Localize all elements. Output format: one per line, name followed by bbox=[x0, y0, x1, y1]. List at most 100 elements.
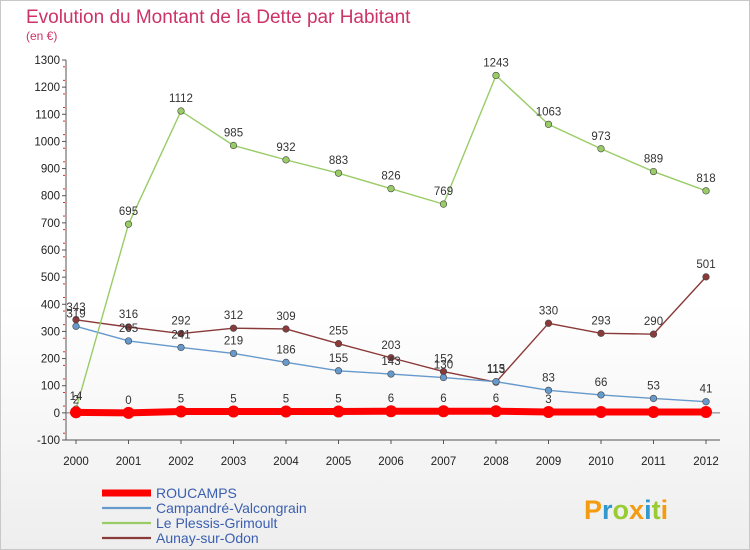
x-tick-label: 2009 bbox=[536, 456, 562, 468]
data-label: 115 bbox=[487, 364, 505, 376]
legend-entry: ROUCAMPS bbox=[156, 485, 237, 501]
x-tick-label: 2011 bbox=[641, 456, 666, 468]
data-point bbox=[702, 398, 710, 406]
y-tick-label: 100 bbox=[41, 381, 60, 393]
data-label: 14 bbox=[70, 391, 83, 403]
y-tick-label: 400 bbox=[41, 299, 60, 311]
data-point bbox=[544, 319, 553, 327]
y-tick-label: 700 bbox=[41, 218, 60, 230]
chart-title: Evolution du Montant de la Dette par Hab… bbox=[26, 7, 411, 28]
data-point bbox=[334, 169, 343, 177]
data-label: 5 bbox=[335, 394, 341, 406]
data-label: 186 bbox=[276, 344, 295, 356]
brand-letter: o bbox=[613, 495, 630, 525]
data-label: 219 bbox=[224, 335, 243, 347]
data-point bbox=[544, 120, 553, 128]
data-point bbox=[597, 145, 605, 153]
axes: -100 0 100 200 300 400 500 600 700 800 900 1000 1100… bbox=[34, 55, 720, 468]
y-tick-label: 600 bbox=[41, 245, 60, 257]
data-point bbox=[282, 358, 290, 366]
x-tick-label: 2004 bbox=[273, 456, 299, 468]
data-point bbox=[437, 405, 450, 418]
data-point bbox=[175, 405, 187, 418]
data-label: 155 bbox=[329, 353, 348, 365]
data-point bbox=[649, 330, 658, 338]
data-point bbox=[177, 330, 185, 338]
data-point bbox=[332, 405, 345, 418]
data-point bbox=[334, 340, 343, 348]
y-tick-label: -100 bbox=[37, 435, 60, 447]
data-label: 41 bbox=[700, 384, 713, 396]
data-label: 0 bbox=[125, 395, 131, 407]
data-point bbox=[124, 323, 133, 331]
data-label: 6 bbox=[440, 393, 446, 405]
data-label: 501 bbox=[696, 259, 715, 271]
data-label: 2 bbox=[73, 394, 79, 406]
data-point bbox=[649, 167, 658, 176]
data-point bbox=[649, 394, 658, 403]
data-label: 290 bbox=[644, 316, 663, 328]
data-point bbox=[490, 405, 502, 418]
y-tick-label: 500 bbox=[41, 272, 60, 284]
data-label: 83 bbox=[542, 372, 555, 384]
data-label: 5 bbox=[283, 394, 289, 406]
data-label: 6 bbox=[388, 393, 394, 405]
legend-entry: Aunay-sur-Odon bbox=[156, 530, 259, 546]
data-point bbox=[439, 200, 448, 208]
brand-letter: r bbox=[602, 495, 613, 525]
data-label: 203 bbox=[381, 340, 400, 352]
data-label: 292 bbox=[171, 316, 190, 328]
x-tick-label: 2008 bbox=[483, 456, 509, 468]
data-label: 5 bbox=[230, 394, 236, 406]
data-label: 152 bbox=[434, 354, 453, 366]
data-point bbox=[229, 141, 238, 150]
data-label: 330 bbox=[539, 305, 558, 317]
y-tick-label: 300 bbox=[41, 326, 60, 338]
legend-entry: Campandré-Valcongrain bbox=[156, 500, 307, 516]
data-point bbox=[597, 329, 605, 337]
data-point bbox=[597, 391, 605, 399]
x-tick-label: 2003 bbox=[221, 456, 247, 468]
data-label: 818 bbox=[696, 173, 715, 185]
data-label: 769 bbox=[434, 186, 453, 198]
data-point bbox=[334, 367, 343, 375]
data-point bbox=[492, 71, 500, 80]
x-tick-label: 2005 bbox=[326, 456, 352, 468]
data-label: 293 bbox=[591, 315, 610, 327]
data-point bbox=[544, 386, 553, 394]
data-label: 113 bbox=[487, 364, 505, 376]
legend-entry: Le Plessis-Grimoult bbox=[156, 515, 277, 531]
data-label: 3 bbox=[545, 394, 551, 406]
y-tick-label: 1300 bbox=[34, 55, 60, 67]
data-label: 695 bbox=[119, 206, 138, 218]
data-point bbox=[229, 349, 238, 358]
y-tick-label: 900 bbox=[41, 164, 60, 176]
data-point bbox=[492, 378, 500, 386]
data-point bbox=[439, 373, 448, 382]
data-point bbox=[177, 343, 185, 352]
data-point bbox=[700, 406, 712, 419]
x-tick-label: 2010 bbox=[588, 456, 614, 468]
data-point bbox=[124, 337, 133, 345]
data-label: 6 bbox=[493, 393, 499, 405]
chart-subtitle: (en €) bbox=[26, 29, 57, 43]
data-point bbox=[229, 324, 238, 332]
data-label: 985 bbox=[224, 128, 243, 140]
data-label: 53 bbox=[647, 380, 660, 392]
brand-letter: P bbox=[584, 495, 602, 525]
data-label: 143 bbox=[381, 356, 400, 368]
data-point bbox=[70, 406, 82, 419]
y-tick-label: 800 bbox=[41, 191, 60, 203]
data-point bbox=[647, 406, 660, 419]
data-point bbox=[280, 405, 292, 418]
data-label: 312 bbox=[224, 310, 243, 322]
data-label: 130 bbox=[434, 360, 453, 372]
data-point bbox=[124, 220, 133, 228]
data-label: 973 bbox=[591, 131, 610, 143]
x-tick-label: 2007 bbox=[431, 456, 457, 468]
data-label: 255 bbox=[329, 326, 348, 338]
data-point bbox=[387, 185, 395, 193]
